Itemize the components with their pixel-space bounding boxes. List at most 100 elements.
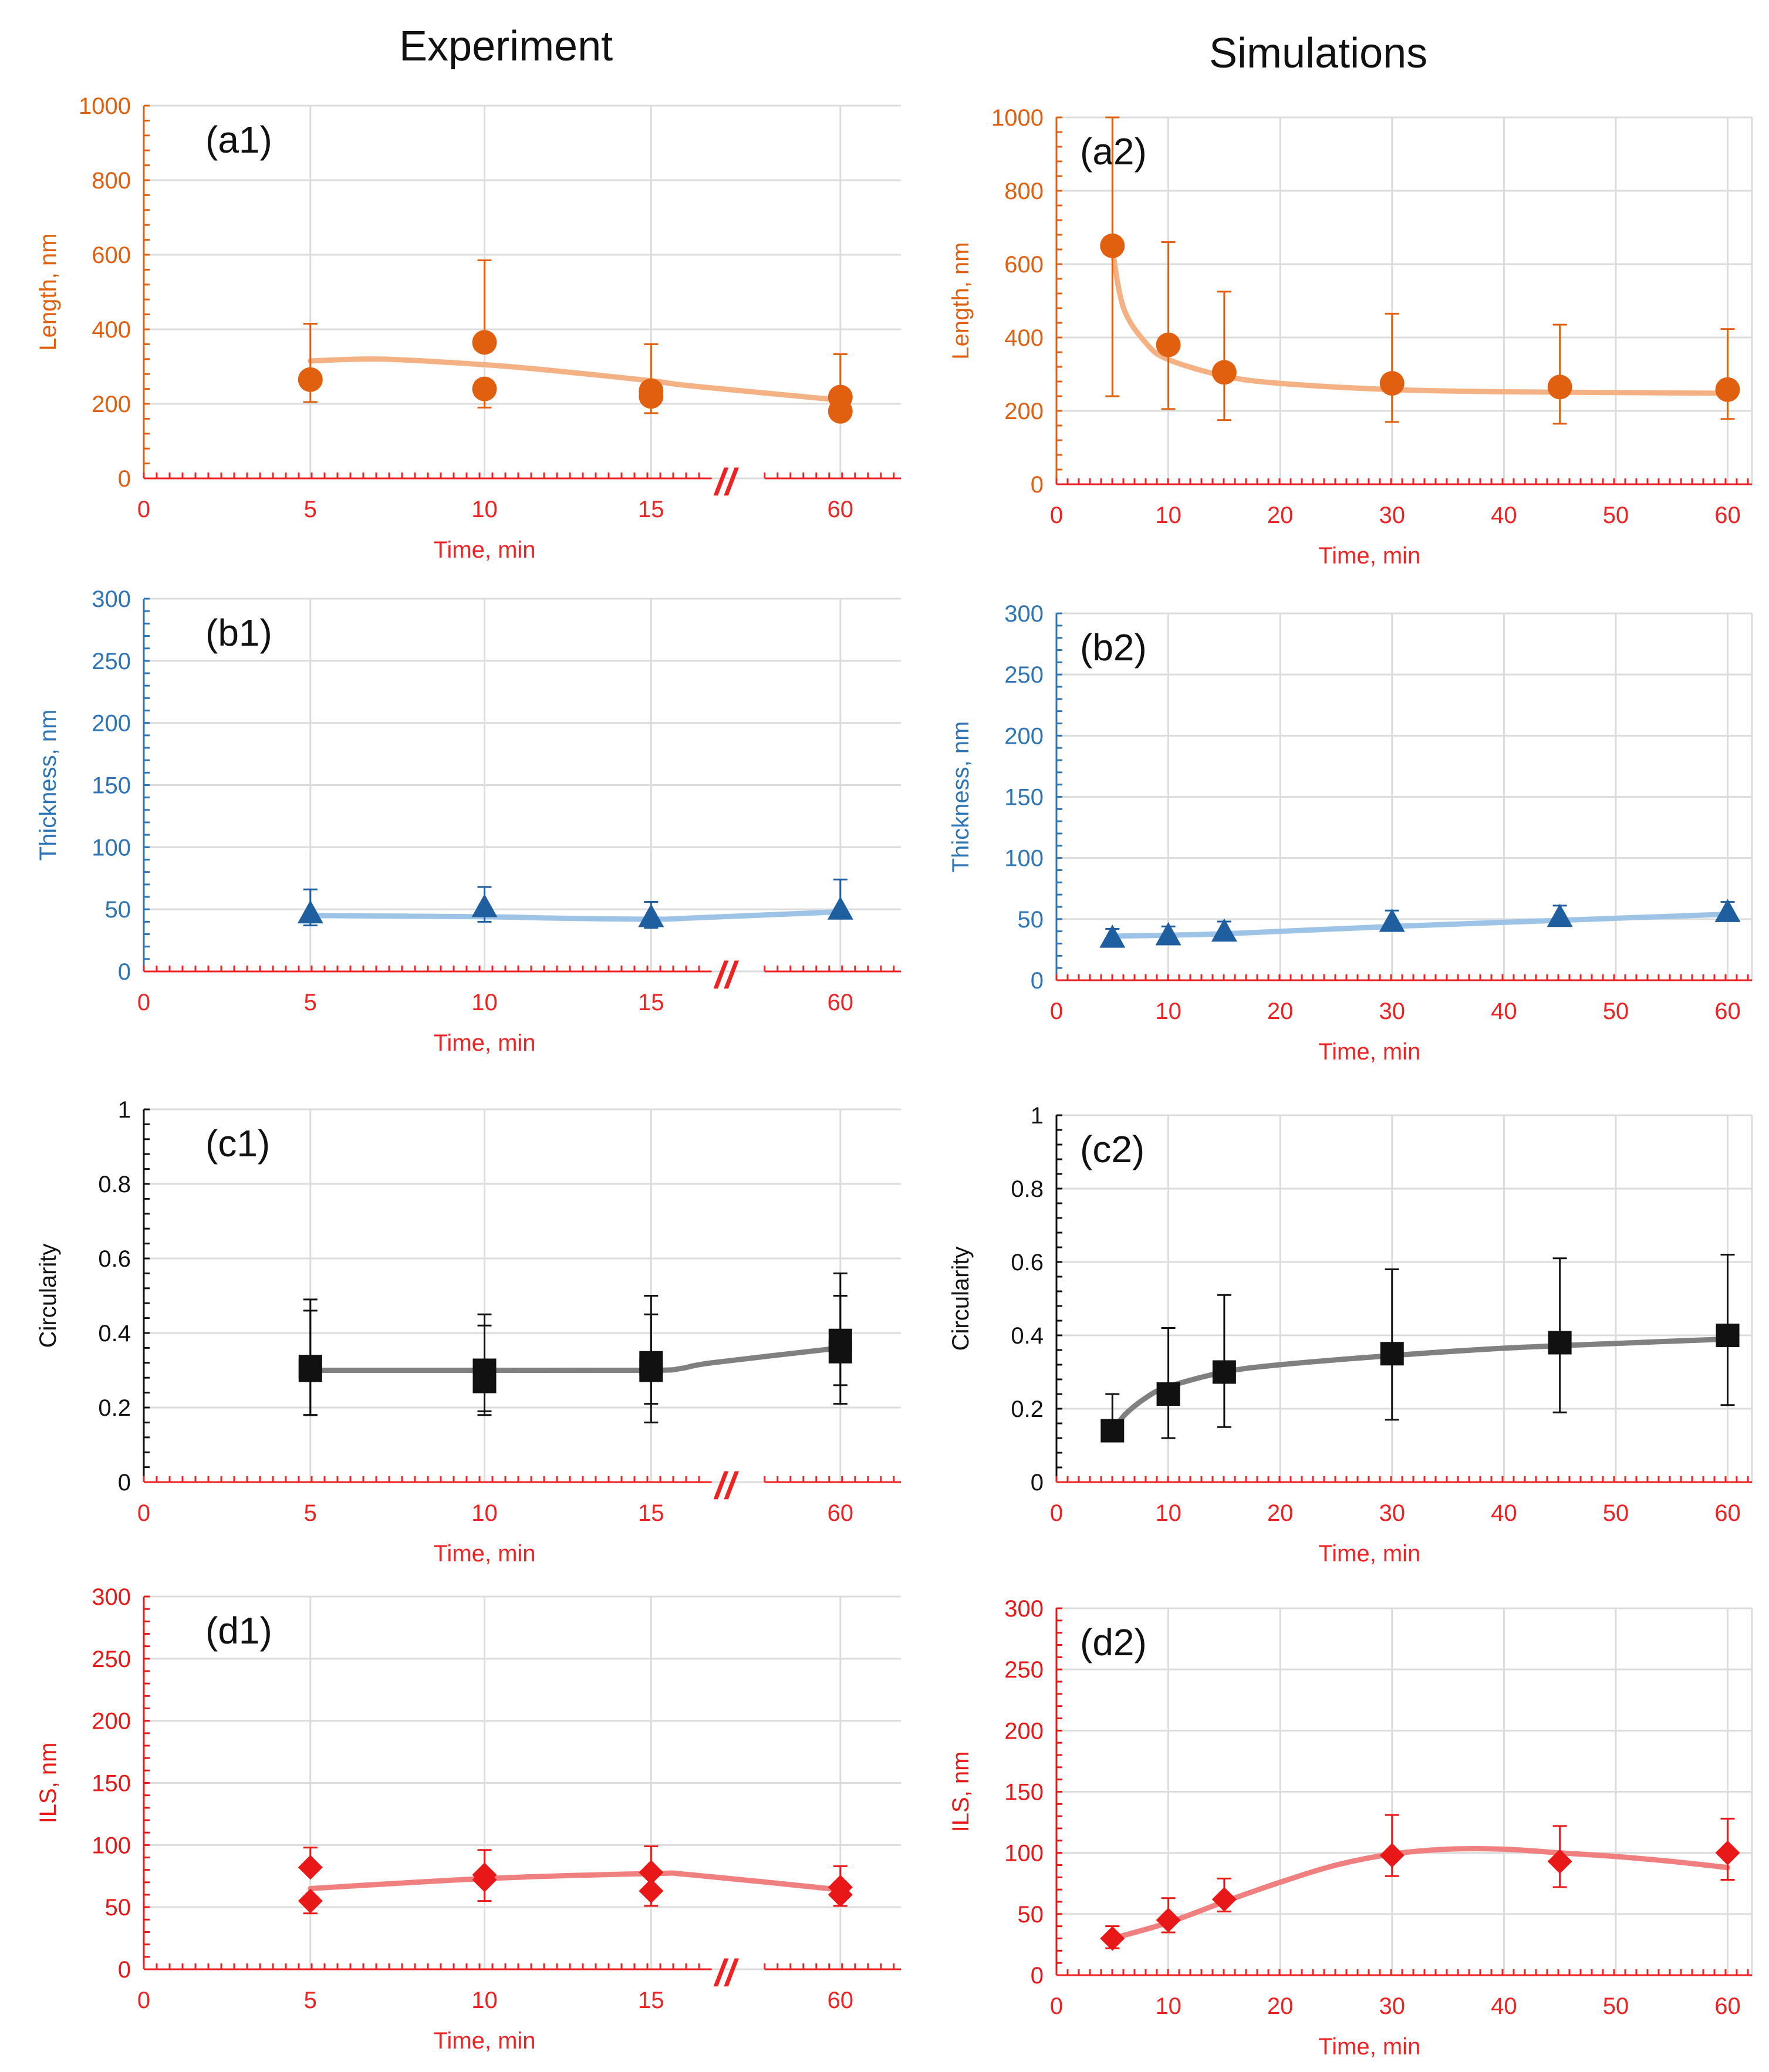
chart-panel-d1: 0 50 100 150 200 250 300 // 0 5 10 15 60 Time, min ILS…	[35, 1584, 901, 2054]
x-tick-label: 20	[1267, 1500, 1294, 1526]
axis-break-mark: //	[713, 1952, 740, 1994]
data-point	[639, 1860, 664, 1885]
y-tick-label: 50	[1018, 1902, 1044, 1928]
y-tick-label: 150	[92, 773, 131, 799]
trend-line	[1109, 1846, 1731, 1941]
data-point	[1379, 909, 1405, 932]
y-tick-label: 0	[1031, 472, 1044, 498]
x-tick-label: 10	[471, 497, 498, 522]
panel-label: (a1)	[205, 119, 272, 161]
x-tick-label: 0	[1050, 502, 1063, 528]
data-point	[1156, 1908, 1181, 1933]
data-point	[298, 1358, 322, 1382]
x-axis-title: Time, min	[1318, 543, 1420, 569]
x-tick-label: 60	[828, 497, 854, 522]
data-point	[1379, 1842, 1405, 1868]
x-tick-label: 15	[638, 497, 664, 522]
y-tick-label: 600	[1004, 252, 1044, 278]
x-axis-title: Time, min	[1318, 2034, 1420, 2060]
x-tick-label: 30	[1379, 502, 1406, 528]
x-tick-label: 60	[1714, 1993, 1741, 2019]
y-tick-label: 0	[118, 1470, 131, 1496]
y-tick-label: 150	[1004, 1780, 1044, 1806]
y-tick-label: 0.4	[98, 1321, 131, 1347]
data-point	[1714, 899, 1741, 922]
y-axis-title: Circularity	[35, 1244, 61, 1348]
x-tick-label: 5	[304, 497, 317, 522]
y-tick-label: 0.8	[98, 1172, 131, 1197]
panel-label: (c2)	[1080, 1128, 1145, 1170]
x-tick-label: 10	[471, 1500, 498, 1526]
data-point	[1156, 332, 1181, 357]
y-axis-title: Length, nm	[35, 233, 61, 350]
x-tick-label: 60	[828, 990, 854, 1015]
data-point	[472, 1369, 497, 1393]
y-tick-label: 200	[1004, 723, 1044, 749]
y-axis-title: ILS, nm	[35, 1743, 61, 1824]
y-tick-label: 50	[105, 1895, 131, 1921]
x-tick-label: 20	[1267, 1993, 1294, 2019]
x-tick-label: 15	[638, 1987, 664, 2013]
axis-break-mark: //	[713, 461, 740, 503]
y-tick-label: 400	[1004, 325, 1044, 351]
panel-label: (d1)	[205, 1609, 272, 1652]
x-tick-label: 0	[137, 990, 150, 1015]
panel-label: (d2)	[1080, 1621, 1147, 1663]
data-point	[1211, 918, 1237, 942]
panel-label: (b1)	[205, 612, 272, 654]
x-tick-label: 60	[1714, 1500, 1741, 1526]
x-tick-label: 10	[471, 1987, 498, 2013]
x-tick-label: 0	[1050, 1993, 1063, 2019]
data-point	[1100, 233, 1125, 258]
y-tick-label: 200	[92, 711, 131, 737]
data-point	[827, 896, 853, 920]
x-tick-label: 10	[1155, 1500, 1181, 1526]
data-point	[1547, 374, 1572, 400]
data-point	[298, 367, 323, 392]
trend-line	[308, 1345, 843, 1374]
chart-panel-a1: 0 200 400 600 800 1000 // 0 5 10 15 60 Time, min Leng…	[35, 93, 901, 563]
data-point	[1156, 1382, 1180, 1406]
x-tick-label: 60	[828, 1987, 854, 2013]
data-point	[639, 1878, 664, 1904]
data-point	[1715, 377, 1740, 402]
y-tick-label: 0	[118, 959, 131, 985]
x-axis-title: Time, min	[433, 2028, 535, 2054]
data-point	[297, 900, 323, 924]
data-point	[1379, 371, 1405, 396]
y-tick-label: 0	[118, 466, 131, 492]
y-tick-label: 300	[92, 586, 131, 612]
y-tick-label: 250	[92, 649, 131, 674]
y-tick-label: 300	[1004, 1596, 1044, 1622]
y-tick-label: 1000	[991, 105, 1044, 131]
data-point	[298, 1888, 323, 1914]
x-tick-label: 40	[1491, 998, 1517, 1024]
y-tick-label: 300	[92, 1584, 131, 1610]
y-tick-label: 0.8	[1011, 1176, 1044, 1202]
data-point	[1716, 1324, 1740, 1347]
y-axis-title: Thickness, nm	[948, 721, 974, 873]
y-tick-label: 250	[1004, 1657, 1044, 1683]
x-tick-label: 50	[1603, 998, 1629, 1024]
y-axis-title: Thickness, nm	[35, 710, 61, 861]
x-tick-label: 60	[828, 1500, 854, 1526]
x-tick-label: 10	[1155, 998, 1181, 1024]
x-tick-label: 5	[304, 1500, 317, 1526]
trend-line	[308, 356, 843, 403]
data-point	[1099, 924, 1126, 948]
data-point	[828, 399, 853, 424]
x-tick-label: 0	[137, 497, 150, 522]
y-axis-title: Circularity	[948, 1247, 974, 1351]
data-point	[1100, 1926, 1125, 1951]
data-point	[1155, 922, 1181, 946]
y-tick-label: 100	[1004, 846, 1044, 872]
y-tick-label: 0	[1031, 968, 1044, 994]
y-tick-label: 300	[1004, 601, 1044, 627]
panel-label: (c1)	[205, 1122, 270, 1165]
x-tick-label: 40	[1491, 1993, 1517, 2019]
x-tick-label: 0	[1050, 1500, 1063, 1526]
y-tick-label: 400	[92, 317, 131, 343]
trend-line	[1109, 912, 1731, 939]
data-point	[1380, 1342, 1404, 1366]
